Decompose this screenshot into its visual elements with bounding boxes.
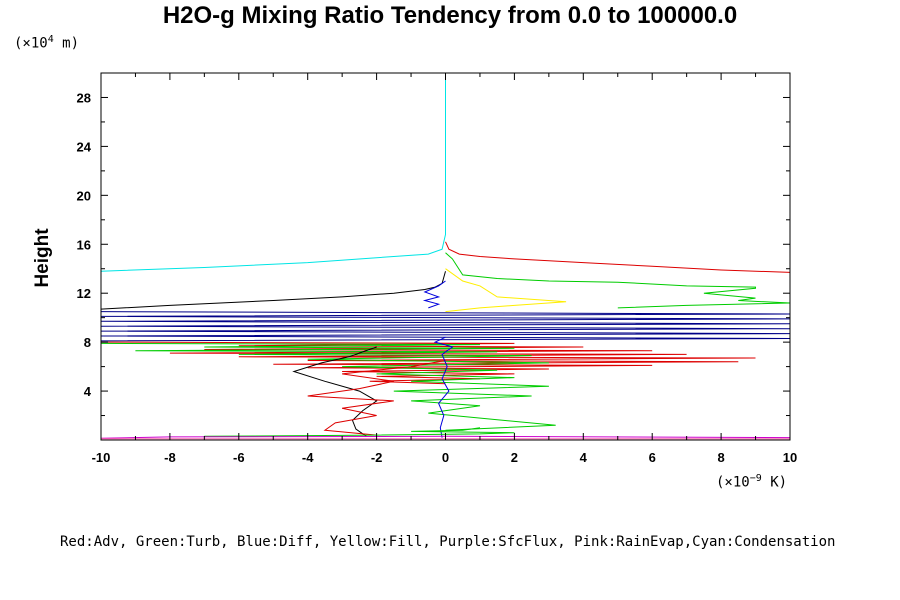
series-line-12	[204, 427, 515, 437]
y-tick-label: 12	[77, 286, 91, 301]
x-tick-label: -10	[92, 450, 111, 465]
x-axis-unit: (×10−9 K)	[716, 473, 788, 491]
series-line-1	[445, 241, 791, 275]
y-tick-label: 20	[77, 188, 91, 203]
y-tick-label: 28	[77, 90, 91, 105]
x-tick-label: -6	[233, 450, 245, 465]
x-tick-label: -8	[164, 450, 176, 465]
legend-text: Red:Adv, Green:Turb, Blue:Diff, Yellow:F…	[60, 534, 836, 550]
series-line-0	[100, 73, 446, 274]
x-tick-label: 8	[717, 450, 724, 465]
series-line-8	[100, 342, 556, 431]
series-line-5	[422, 280, 446, 309]
x-tick-label: 10	[783, 450, 797, 465]
series-line-4	[100, 271, 446, 310]
x-tick-label: 6	[649, 450, 656, 465]
y-tick-label: 4	[84, 384, 92, 399]
series-line-3	[445, 268, 567, 313]
y-tick-label: 24	[77, 139, 92, 154]
y-tick-label: 8	[84, 335, 91, 350]
series-line-6	[100, 311, 791, 342]
x-tick-label: 4	[580, 450, 588, 465]
y-axis-unit: (×104 m)	[14, 34, 80, 52]
x-tick-label: 0	[442, 450, 449, 465]
x-tick-label: 2	[511, 450, 518, 465]
series-line-9	[292, 346, 378, 437]
series-line-2	[445, 252, 791, 309]
chart-title: H2O-g Mixing Ratio Tendency from 0.0 to …	[162, 2, 738, 29]
series-line-10	[307, 360, 446, 436]
y-tick-label: 16	[77, 237, 91, 252]
x-tick-label: -4	[302, 450, 314, 465]
x-tick-label: -2	[371, 450, 383, 465]
series-line-11	[433, 336, 454, 438]
